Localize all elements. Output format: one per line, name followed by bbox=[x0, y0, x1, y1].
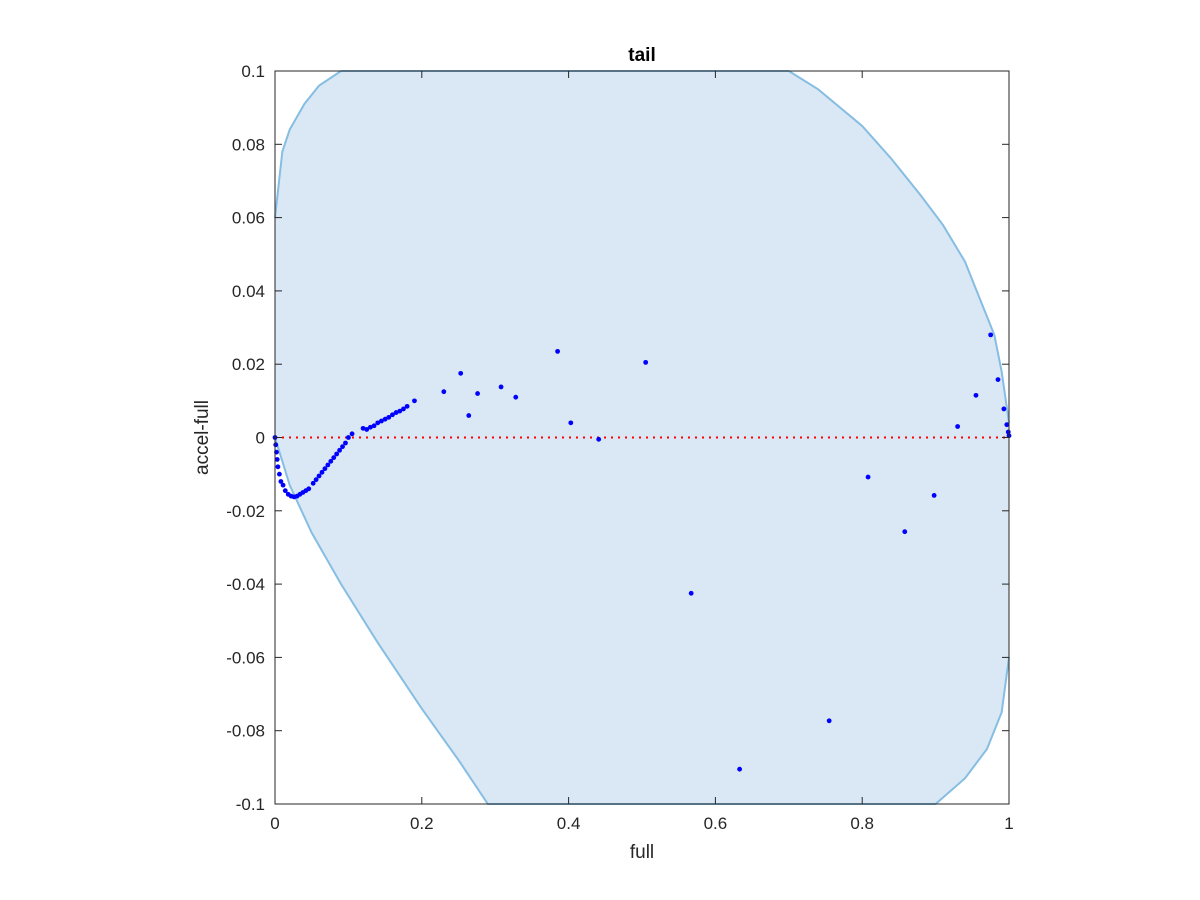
data-point bbox=[306, 486, 312, 492]
data-point bbox=[475, 391, 480, 396]
data-point bbox=[274, 457, 280, 462]
y-axis-ticks: 0.1 0.08 0.06 0.04 0.02 0 -0.02 -0.04 -0.06 -0.08… bbox=[226, 62, 1009, 814]
data-point bbox=[568, 420, 574, 426]
data-point bbox=[316, 473, 322, 479]
data-point bbox=[902, 529, 908, 535]
data-point bbox=[826, 718, 832, 724]
y-axis-label: accel-full bbox=[192, 400, 213, 475]
data-point bbox=[319, 469, 325, 475]
data-point bbox=[375, 420, 381, 426]
data-point bbox=[322, 466, 328, 472]
data-point bbox=[643, 359, 649, 365]
data-point bbox=[404, 403, 410, 409]
data-point bbox=[325, 462, 331, 468]
data-point bbox=[368, 424, 373, 430]
data-point bbox=[331, 455, 337, 461]
data-point bbox=[278, 479, 284, 484]
data-point bbox=[1004, 422, 1010, 428]
y-tick-label: -0.06 bbox=[226, 648, 265, 667]
data-point bbox=[349, 431, 355, 437]
data-point bbox=[988, 332, 994, 338]
data-point bbox=[382, 416, 388, 422]
data-point bbox=[1001, 406, 1007, 412]
data-point bbox=[441, 389, 447, 395]
band-lower-edge bbox=[274, 437, 1010, 805]
band-fill bbox=[275, 71, 1009, 804]
x-tick-label: 0.4 bbox=[557, 814, 581, 833]
chart-title: tail bbox=[628, 45, 655, 66]
data-point bbox=[596, 436, 602, 442]
data-point bbox=[865, 474, 871, 480]
data-point bbox=[386, 414, 392, 420]
x-tick-label: 0.6 bbox=[704, 814, 728, 833]
data-point bbox=[498, 384, 504, 390]
x-tick-label: 0.2 bbox=[410, 814, 434, 833]
data-point bbox=[412, 398, 417, 404]
data-point bbox=[737, 766, 743, 772]
data-point bbox=[973, 392, 979, 398]
data-point bbox=[397, 408, 403, 414]
data-point bbox=[334, 451, 340, 457]
y-tick-label: 0.04 bbox=[232, 282, 265, 301]
data-point bbox=[466, 413, 472, 418]
data-point bbox=[310, 480, 316, 486]
data-point bbox=[931, 493, 937, 498]
data-point bbox=[313, 477, 319, 483]
x-tick-label: 1 bbox=[1004, 814, 1013, 833]
data-point bbox=[337, 447, 342, 453]
data-point bbox=[273, 442, 279, 448]
x-axis-label: full bbox=[630, 842, 654, 863]
x-tick-label: 0.8 bbox=[850, 814, 874, 833]
data-point bbox=[379, 418, 384, 424]
band-upper-edge bbox=[274, 70, 1010, 423]
data-point bbox=[688, 590, 694, 596]
x-axis-ticks: 0 0.2 0.4 0.6 0.8 1 bbox=[270, 71, 1014, 833]
data-point bbox=[282, 488, 288, 494]
y-tick-label: -0.08 bbox=[226, 722, 265, 741]
data-point bbox=[401, 406, 406, 412]
data-point bbox=[393, 410, 399, 415]
data-point bbox=[328, 458, 334, 464]
y-tick-label: -0.02 bbox=[226, 502, 265, 521]
data-point bbox=[346, 435, 351, 440]
data-point bbox=[458, 370, 464, 376]
data-point bbox=[280, 482, 286, 488]
y-tick-label: 0.06 bbox=[232, 209, 265, 228]
data-point bbox=[371, 423, 377, 429]
data-point bbox=[955, 424, 961, 429]
y-tick-label: -0.04 bbox=[226, 575, 265, 594]
y-tick-label: -0.1 bbox=[236, 795, 265, 814]
data-point bbox=[513, 394, 519, 400]
data-point bbox=[343, 440, 348, 446]
data-point bbox=[555, 348, 560, 354]
data-point bbox=[995, 377, 1001, 382]
x-tick-label: 0 bbox=[270, 814, 279, 833]
data-point bbox=[390, 412, 395, 418]
y-tick-label: 0.02 bbox=[232, 355, 265, 374]
y-tick-label: 0.08 bbox=[232, 135, 265, 154]
y-tick-label: 0 bbox=[256, 429, 265, 448]
data-point bbox=[275, 464, 281, 470]
data-point bbox=[364, 427, 370, 432]
data-point bbox=[360, 425, 366, 431]
confidence-band bbox=[274, 70, 1010, 805]
y-tick-label: 0.1 bbox=[241, 62, 265, 81]
data-point bbox=[277, 471, 282, 477]
data-point bbox=[340, 444, 345, 450]
